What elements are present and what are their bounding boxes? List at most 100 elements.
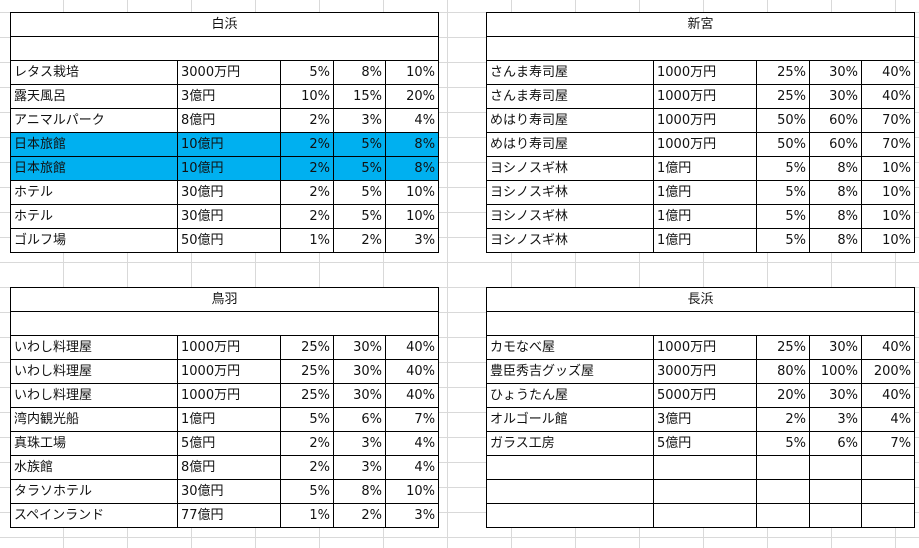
item-name-cell[interactable]: いわし料理屋 xyxy=(10,383,178,408)
rate-low-cell[interactable]: 50% xyxy=(756,132,810,157)
cost-cell[interactable]: 1億円 xyxy=(653,180,757,205)
cost-cell[interactable]: 1000万円 xyxy=(177,335,281,360)
cost-cell[interactable]: 3000万円 xyxy=(653,359,757,384)
rate-low-cell[interactable] xyxy=(756,455,810,480)
item-name-cell[interactable]: 日本旅館 xyxy=(10,156,178,181)
rate-high-cell[interactable]: 3% xyxy=(384,503,440,528)
cost-cell[interactable]: 10億円 xyxy=(177,132,281,157)
rate-mid-cell[interactable]: 30% xyxy=(809,60,862,85)
cost-cell[interactable]: 5億円 xyxy=(177,431,281,456)
rate-low-cell[interactable]: 5% xyxy=(280,479,334,504)
rate-high-cell[interactable]: 3% xyxy=(384,228,440,253)
rate-low-cell[interactable]: 2% xyxy=(756,407,810,432)
rate-mid-cell[interactable]: 30% xyxy=(333,335,386,360)
item-name-cell[interactable]: ゴルフ場 xyxy=(10,228,178,253)
cost-cell[interactable]: 5000万円 xyxy=(653,383,757,408)
item-name-cell[interactable]: ひょうたん屋 xyxy=(486,383,654,408)
item-name-cell[interactable]: 日本旅館 xyxy=(10,132,178,157)
rate-high-cell[interactable] xyxy=(860,479,916,504)
rate-mid-cell[interactable] xyxy=(809,455,862,480)
rate-low-cell[interactable] xyxy=(756,479,810,504)
rate-low-cell[interactable]: 25% xyxy=(280,359,334,384)
item-name-cell[interactable]: ガラス工房 xyxy=(486,431,654,456)
cost-cell[interactable]: 3億円 xyxy=(177,84,281,109)
cost-cell[interactable]: 30億円 xyxy=(177,204,281,229)
cost-cell[interactable] xyxy=(653,503,757,528)
rate-high-cell[interactable] xyxy=(860,455,916,480)
rate-high-cell[interactable]: 40% xyxy=(860,60,916,85)
rate-mid-cell[interactable]: 3% xyxy=(333,455,386,480)
cost-cell[interactable]: 10億円 xyxy=(177,156,281,181)
rate-high-cell[interactable]: 4% xyxy=(384,108,440,133)
rate-mid-cell[interactable] xyxy=(809,479,862,504)
rate-mid-cell[interactable]: 30% xyxy=(809,383,862,408)
item-name-cell[interactable]: ヨシノスギ林 xyxy=(486,204,654,229)
item-name-cell[interactable]: 湾内観光船 xyxy=(10,407,178,432)
rate-high-cell[interactable]: 40% xyxy=(384,359,440,384)
rate-low-cell[interactable]: 80% xyxy=(756,359,810,384)
cost-cell[interactable]: 1000万円 xyxy=(653,335,757,360)
cost-cell[interactable] xyxy=(653,479,757,504)
item-name-cell[interactable] xyxy=(486,479,654,504)
rate-low-cell[interactable]: 2% xyxy=(280,180,334,205)
rate-low-cell[interactable]: 25% xyxy=(280,335,334,360)
rate-mid-cell[interactable]: 8% xyxy=(809,204,862,229)
rate-mid-cell[interactable]: 6% xyxy=(333,407,386,432)
rate-low-cell[interactable]: 2% xyxy=(280,204,334,229)
rate-low-cell[interactable]: 5% xyxy=(756,204,810,229)
blank-cell[interactable] xyxy=(485,311,916,336)
item-name-cell[interactable]: スペインランド xyxy=(10,503,178,528)
rate-low-cell[interactable]: 50% xyxy=(756,108,810,133)
item-name-cell[interactable]: 水族館 xyxy=(10,455,178,480)
item-name-cell[interactable]: カモなべ屋 xyxy=(486,335,654,360)
rate-high-cell[interactable]: 20% xyxy=(384,84,440,109)
item-name-cell[interactable]: 露天風呂 xyxy=(10,84,178,109)
rate-high-cell[interactable]: 8% xyxy=(384,132,440,157)
rate-mid-cell[interactable]: 3% xyxy=(333,108,386,133)
item-name-cell[interactable]: さんま寿司屋 xyxy=(486,84,654,109)
rate-mid-cell[interactable]: 8% xyxy=(809,180,862,205)
rate-low-cell[interactable]: 2% xyxy=(280,455,334,480)
rate-high-cell[interactable]: 40% xyxy=(860,84,916,109)
rate-low-cell[interactable]: 25% xyxy=(280,383,334,408)
blank-cell[interactable] xyxy=(9,311,440,336)
item-name-cell[interactable]: ヨシノスギ林 xyxy=(486,156,654,181)
item-name-cell[interactable]: ヨシノスギ林 xyxy=(486,228,654,253)
rate-mid-cell[interactable]: 100% xyxy=(809,359,862,384)
cost-cell[interactable]: 1億円 xyxy=(653,204,757,229)
cost-cell[interactable]: 8億円 xyxy=(177,455,281,480)
rate-low-cell[interactable]: 2% xyxy=(280,132,334,157)
rate-mid-cell[interactable]: 30% xyxy=(333,383,386,408)
item-name-cell[interactable]: ヨシノスギ林 xyxy=(486,180,654,205)
block-title[interactable]: 長浜 xyxy=(485,287,916,312)
rate-mid-cell[interactable] xyxy=(809,503,862,528)
item-name-cell[interactable]: オルゴール館 xyxy=(486,407,654,432)
cost-cell[interactable]: 3億円 xyxy=(653,407,757,432)
rate-high-cell[interactable]: 4% xyxy=(384,431,440,456)
cost-cell[interactable]: 77億円 xyxy=(177,503,281,528)
item-name-cell[interactable]: めはり寿司屋 xyxy=(486,108,654,133)
item-name-cell[interactable]: ホテル xyxy=(10,180,178,205)
rate-low-cell[interactable]: 2% xyxy=(280,431,334,456)
rate-mid-cell[interactable]: 30% xyxy=(809,335,862,360)
cost-cell[interactable]: 30億円 xyxy=(177,479,281,504)
cost-cell[interactable]: 3000万円 xyxy=(177,60,281,85)
cost-cell[interactable]: 1000万円 xyxy=(177,383,281,408)
rate-mid-cell[interactable]: 8% xyxy=(333,479,386,504)
cost-cell[interactable]: 1000万円 xyxy=(653,60,757,85)
rate-high-cell[interactable]: 70% xyxy=(860,132,916,157)
blank-cell[interactable] xyxy=(485,36,916,61)
rate-mid-cell[interactable]: 30% xyxy=(333,359,386,384)
cost-cell[interactable]: 1000万円 xyxy=(177,359,281,384)
rate-high-cell[interactable]: 7% xyxy=(860,431,916,456)
cost-cell[interactable]: 1000万円 xyxy=(653,132,757,157)
cost-cell[interactable]: 30億円 xyxy=(177,180,281,205)
rate-high-cell[interactable]: 10% xyxy=(384,479,440,504)
rate-low-cell[interactable]: 2% xyxy=(280,108,334,133)
block-title[interactable]: 白浜 xyxy=(9,12,440,37)
rate-high-cell[interactable]: 40% xyxy=(384,335,440,360)
rate-mid-cell[interactable]: 15% xyxy=(333,84,386,109)
rate-low-cell[interactable]: 25% xyxy=(756,335,810,360)
rate-low-cell[interactable]: 5% xyxy=(280,60,334,85)
item-name-cell[interactable]: レタス栽培 xyxy=(10,60,178,85)
